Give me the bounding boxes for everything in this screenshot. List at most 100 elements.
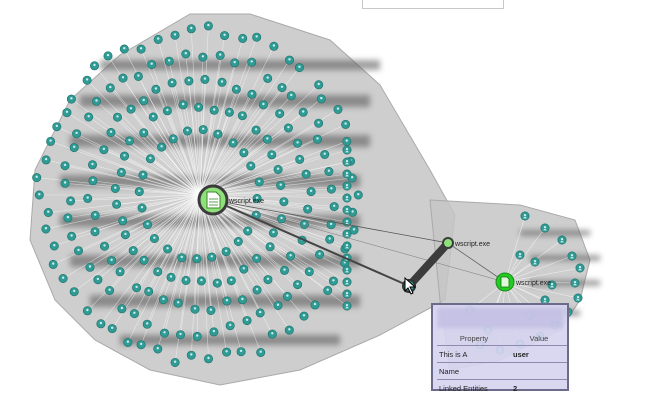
user-node[interactable] [174, 299, 182, 307]
user-node[interactable] [247, 162, 255, 170]
user-node[interactable] [343, 170, 351, 178]
user-node[interactable] [107, 128, 115, 136]
user-node[interactable] [327, 185, 335, 193]
user-node[interactable] [66, 197, 74, 205]
user-node[interactable] [135, 187, 143, 195]
user-node[interactable] [343, 194, 351, 202]
user-node[interactable] [343, 206, 351, 214]
user-node[interactable] [277, 181, 285, 189]
user-node[interactable] [171, 358, 179, 366]
user-node[interactable] [150, 234, 158, 242]
user-node[interactable] [280, 198, 288, 206]
user-node[interactable] [256, 309, 264, 317]
user-node[interactable] [287, 92, 295, 100]
user-node[interactable] [270, 42, 278, 50]
user-node[interactable] [313, 135, 321, 143]
user-node[interactable] [89, 177, 97, 185]
user-node[interactable] [70, 143, 78, 151]
user-node[interactable] [210, 328, 218, 336]
user-node[interactable] [112, 200, 120, 208]
user-node[interactable] [269, 229, 277, 237]
user-node[interactable] [187, 351, 195, 359]
user-node[interactable] [91, 228, 99, 236]
user-node[interactable] [311, 301, 319, 309]
user-node[interactable] [129, 246, 137, 254]
user-node[interactable] [576, 264, 584, 272]
user-node[interactable] [105, 286, 113, 294]
user-node[interactable] [117, 168, 125, 176]
user-node[interactable] [167, 273, 175, 281]
user-node[interactable] [120, 45, 128, 53]
user-node[interactable] [238, 296, 246, 304]
user-node[interactable] [92, 97, 100, 105]
user-node[interactable] [210, 106, 218, 114]
user-node[interactable] [104, 52, 112, 60]
user-node[interactable] [240, 265, 248, 273]
user-node[interactable] [179, 101, 187, 109]
user-node[interactable] [169, 135, 177, 143]
user-node[interactable] [191, 305, 199, 313]
user-node[interactable] [119, 217, 127, 225]
user-node[interactable] [334, 105, 342, 113]
user-node[interactable] [248, 58, 256, 66]
user-node[interactable] [121, 231, 129, 239]
user-node[interactable] [293, 280, 301, 288]
user-node[interactable] [213, 279, 221, 287]
user-node[interactable] [264, 275, 272, 283]
user-node[interactable] [187, 25, 195, 33]
user-node[interactable] [223, 297, 231, 305]
user-node[interactable] [280, 266, 288, 274]
user-node[interactable] [140, 256, 148, 264]
user-node[interactable] [558, 236, 566, 244]
user-node[interactable] [240, 149, 248, 157]
user-node[interactable] [125, 137, 133, 145]
user-node[interactable] [50, 242, 58, 250]
user-node[interactable] [208, 253, 216, 261]
user-node[interactable] [137, 341, 145, 349]
user-node[interactable] [107, 256, 115, 264]
user-node[interactable] [111, 184, 119, 192]
user-node[interactable] [285, 326, 293, 334]
user-node[interactable] [67, 232, 75, 240]
user-node[interactable] [286, 252, 294, 260]
user-node[interactable] [159, 296, 167, 304]
user-node[interactable] [148, 60, 156, 68]
user-node[interactable] [44, 208, 52, 216]
user-node[interactable] [317, 95, 325, 103]
user-node[interactable] [163, 245, 171, 253]
user-node[interactable] [199, 53, 207, 61]
user-node[interactable] [160, 329, 168, 337]
user-node[interactable] [204, 22, 212, 30]
user-node[interactable] [132, 284, 140, 292]
user-node[interactable] [35, 191, 43, 199]
user-node[interactable] [229, 139, 237, 147]
user-node[interactable] [207, 306, 215, 314]
user-node[interactable] [108, 324, 116, 332]
user-node[interactable] [264, 74, 272, 82]
user-node[interactable] [83, 307, 91, 315]
user-node[interactable] [171, 31, 179, 39]
user-node[interactable] [70, 288, 78, 296]
user-node[interactable] [84, 194, 92, 202]
user-node[interactable] [278, 83, 286, 91]
user-node[interactable] [216, 51, 224, 59]
user-node[interactable] [324, 286, 332, 294]
user-node[interactable] [53, 123, 61, 131]
user-node[interactable] [302, 170, 310, 178]
user-node[interactable] [97, 320, 105, 328]
user-node[interactable] [325, 167, 333, 175]
user-node[interactable] [146, 155, 154, 163]
user-node[interactable] [119, 74, 127, 82]
user-node[interactable] [139, 171, 147, 179]
user-node[interactable] [222, 247, 230, 255]
user-node[interactable] [252, 126, 260, 134]
user-node[interactable] [300, 312, 308, 320]
user-node[interactable] [238, 112, 246, 120]
user-node[interactable] [266, 243, 274, 251]
user-node[interactable] [100, 242, 108, 250]
user-node[interactable] [321, 150, 329, 158]
user-node[interactable] [152, 85, 160, 93]
user-node[interactable] [106, 84, 114, 92]
user-node[interactable] [315, 81, 323, 89]
user-node[interactable] [227, 277, 235, 285]
